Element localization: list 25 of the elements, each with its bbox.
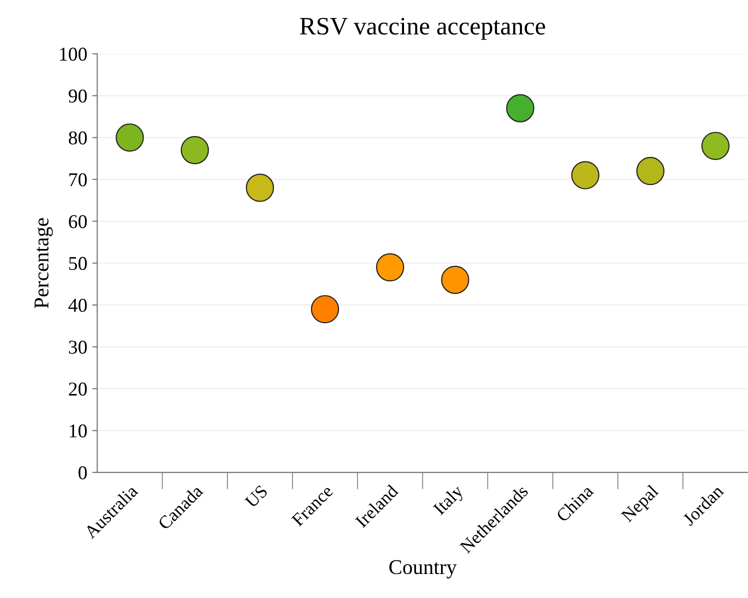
y-tick-label: 50 — [69, 256, 87, 270]
point — [506, 94, 534, 122]
chart-title: RSV vaccine acceptance — [300, 18, 546, 40]
y-tick-label: 90 — [68, 89, 87, 103]
point — [246, 174, 274, 202]
point — [310, 295, 340, 324]
x-tick-label: US — [244, 484, 268, 509]
x-axis-title: Country — [389, 560, 457, 578]
y-tick-label: 100 — [60, 48, 87, 61]
point — [376, 253, 404, 282]
point — [116, 123, 144, 152]
y-tick-label: 10 — [70, 424, 87, 438]
y-tick-label: 80 — [68, 131, 87, 144]
y-tick-label: 70 — [69, 173, 87, 186]
y-tick-label: 0 — [78, 466, 87, 480]
y-tick-label: 20 — [68, 382, 87, 396]
point — [571, 161, 600, 190]
point — [636, 156, 664, 186]
y-tick-label: 30 — [69, 340, 87, 354]
point — [441, 266, 470, 294]
point — [701, 132, 730, 160]
point — [180, 136, 209, 164]
y-tick-label: 60 — [68, 215, 87, 228]
y-tick-label: 40 — [68, 298, 87, 312]
y-axis-title: Percentage — [34, 218, 53, 308]
